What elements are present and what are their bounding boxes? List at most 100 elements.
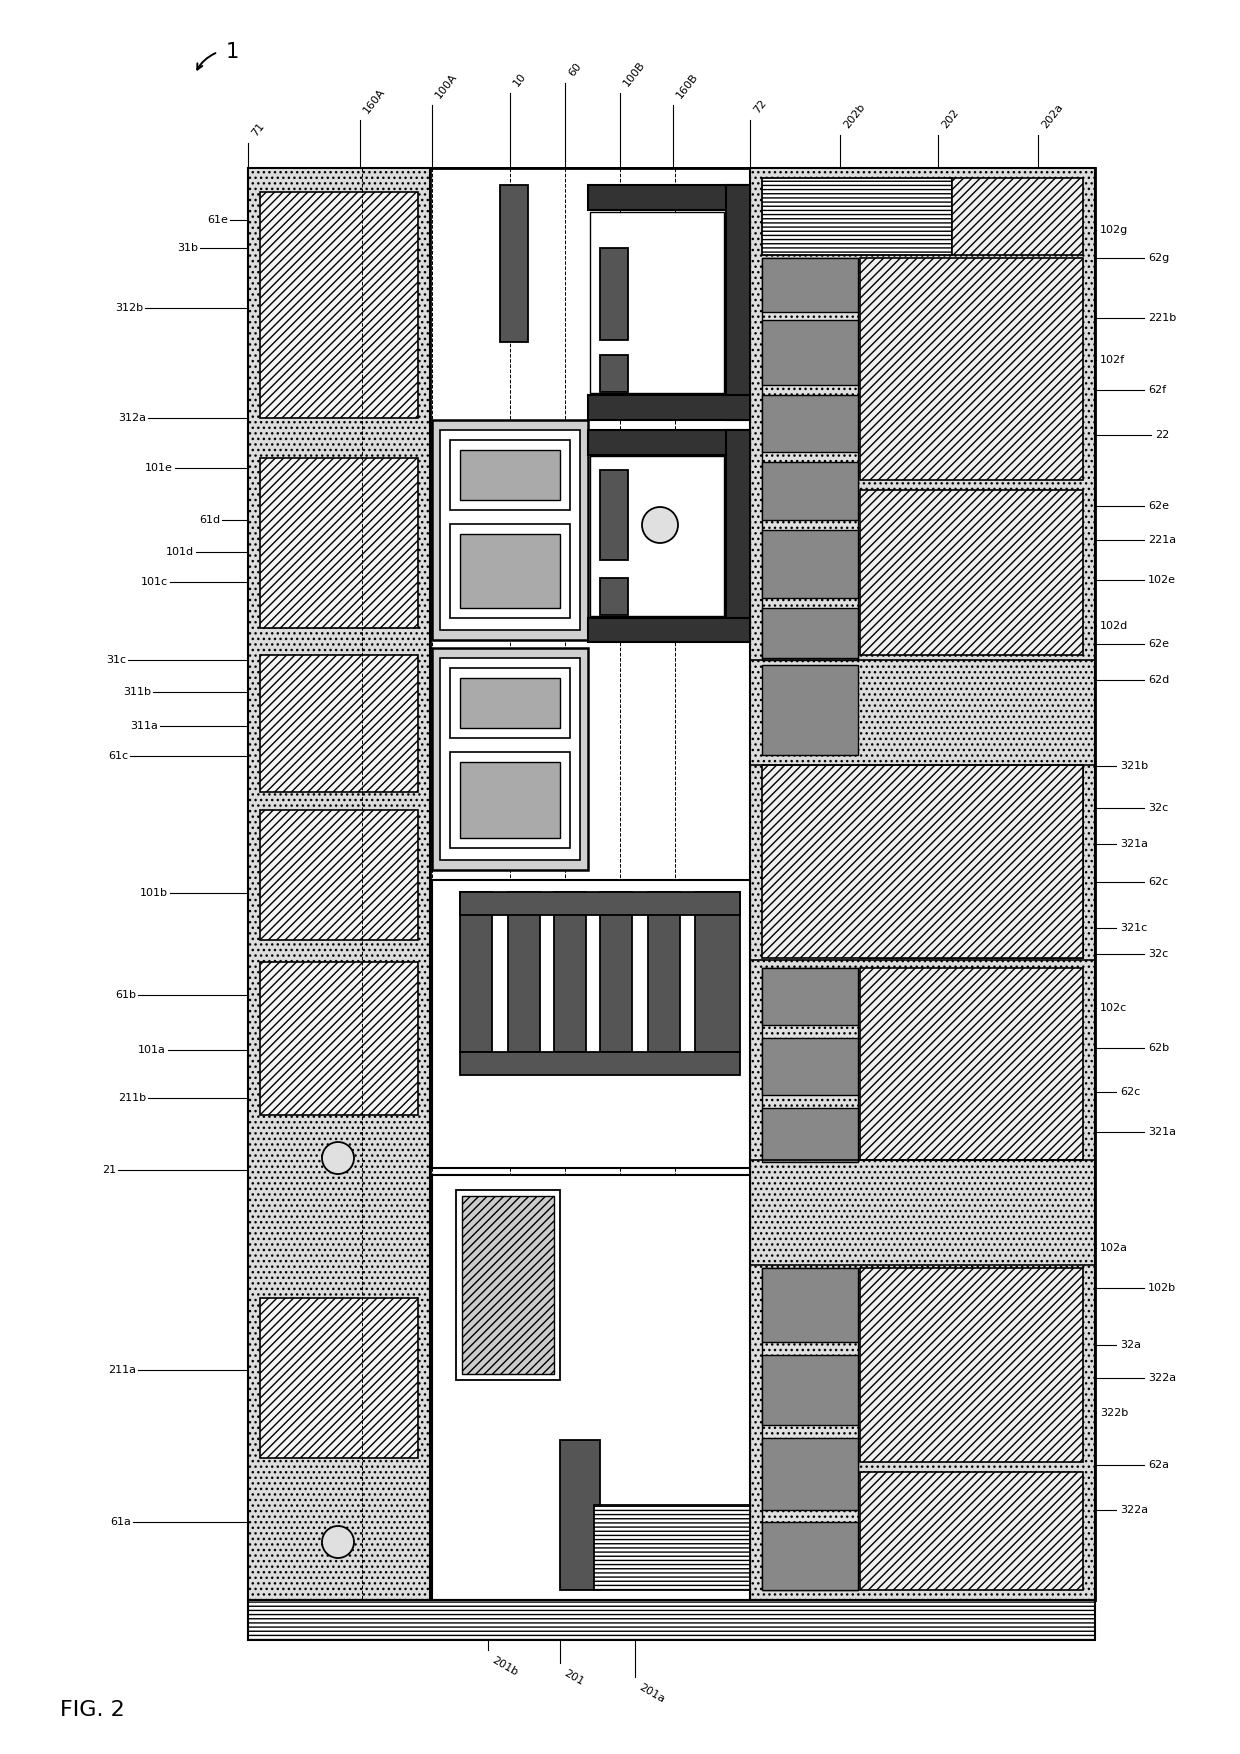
Bar [763, 461, 858, 519]
Bar [588, 617, 750, 642]
Bar [432, 881, 750, 1168]
Text: 102f: 102f [1100, 354, 1125, 365]
Bar [450, 752, 570, 847]
Text: 322a: 322a [1148, 1373, 1176, 1382]
Text: 102e: 102e [1148, 575, 1176, 586]
Text: 62b: 62b [1148, 1044, 1169, 1052]
Bar [460, 893, 740, 916]
Bar [600, 470, 627, 560]
Bar [260, 654, 418, 793]
Bar [248, 168, 1095, 1600]
Text: 61d: 61d [198, 516, 219, 524]
Text: 101a: 101a [138, 1045, 166, 1054]
Bar [560, 1440, 600, 1589]
Text: 62f: 62f [1148, 384, 1166, 395]
Bar [500, 184, 528, 342]
Bar [694, 893, 740, 1052]
Text: 322a: 322a [1120, 1505, 1148, 1515]
Text: 31b: 31b [177, 244, 198, 253]
Text: 221b: 221b [1148, 312, 1177, 323]
Text: 72: 72 [751, 98, 769, 116]
Bar [588, 430, 750, 454]
Text: 31c: 31c [105, 654, 126, 665]
Text: 101d: 101d [166, 547, 193, 558]
Bar [460, 533, 560, 609]
Bar [260, 1298, 418, 1458]
Bar [554, 893, 587, 1052]
Text: 202a: 202a [1040, 102, 1065, 130]
Circle shape [642, 507, 678, 544]
Bar [432, 419, 588, 640]
Bar [763, 1109, 858, 1161]
Bar [600, 247, 627, 340]
Bar [861, 968, 1083, 1159]
Text: 62c: 62c [1120, 1087, 1141, 1096]
Bar [750, 168, 1095, 1600]
Bar [600, 579, 627, 616]
Text: 201b: 201b [490, 1656, 520, 1679]
Text: 102d: 102d [1100, 621, 1128, 631]
Text: 32c: 32c [1148, 803, 1168, 814]
Bar [460, 679, 560, 728]
Text: 101e: 101e [145, 463, 174, 474]
Bar [763, 1522, 858, 1589]
Bar [861, 765, 1083, 958]
Bar [649, 893, 680, 1052]
Text: 101c: 101c [141, 577, 167, 588]
Text: 60: 60 [567, 61, 584, 77]
Text: 201: 201 [562, 1668, 585, 1687]
Text: 321b: 321b [1120, 761, 1148, 772]
Circle shape [322, 1526, 353, 1558]
Bar [763, 968, 858, 1024]
Bar [861, 489, 1083, 654]
Bar [588, 184, 750, 210]
Bar [763, 395, 858, 453]
Bar [432, 1175, 750, 1600]
Text: 312b: 312b [115, 303, 143, 312]
Bar [260, 961, 418, 1116]
Text: 321a: 321a [1148, 1128, 1176, 1137]
Text: 61e: 61e [207, 216, 228, 225]
Bar [763, 177, 952, 254]
Bar [861, 1268, 1083, 1463]
Bar [861, 1472, 1083, 1589]
Bar [763, 968, 858, 1159]
Bar [590, 212, 724, 393]
Bar [460, 893, 492, 1052]
Bar [952, 177, 1083, 254]
Text: 160B: 160B [675, 72, 701, 100]
Bar [450, 524, 570, 617]
Bar [508, 893, 539, 1052]
Bar [763, 765, 1083, 958]
Text: 311a: 311a [130, 721, 157, 731]
Bar [725, 430, 750, 640]
Text: 202: 202 [940, 107, 961, 130]
Text: 102g: 102g [1100, 225, 1128, 235]
Bar [725, 184, 750, 419]
Text: FIG. 2: FIG. 2 [60, 1700, 125, 1721]
Text: 321c: 321c [1120, 923, 1147, 933]
Bar [456, 1189, 560, 1380]
Text: 102b: 102b [1148, 1282, 1176, 1293]
Bar [248, 168, 430, 1600]
Bar [260, 191, 418, 417]
Text: 100A: 100A [434, 72, 460, 100]
Bar [763, 1268, 858, 1589]
Bar [594, 1505, 750, 1589]
Bar [763, 258, 858, 312]
Text: 202b: 202b [842, 102, 867, 130]
Bar [763, 1438, 858, 1510]
Text: 10: 10 [512, 70, 528, 88]
Bar [463, 1196, 554, 1373]
Bar [600, 354, 627, 391]
Text: 211b: 211b [118, 1093, 146, 1103]
Bar [450, 440, 570, 510]
Text: 321a: 321a [1120, 838, 1148, 849]
Bar [763, 609, 858, 658]
Text: 62e: 62e [1148, 638, 1169, 649]
Bar [763, 665, 858, 754]
Text: 100B: 100B [622, 60, 647, 88]
Text: 32c: 32c [1148, 949, 1168, 959]
Text: 62g: 62g [1148, 253, 1169, 263]
Bar [460, 1052, 740, 1075]
